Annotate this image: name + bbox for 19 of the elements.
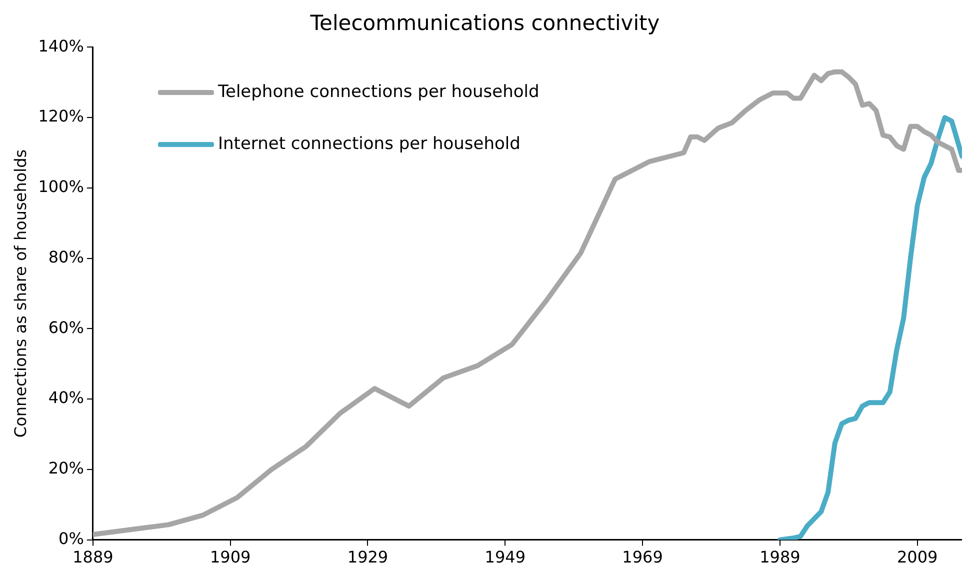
y-tick-label: 80% — [48, 247, 84, 266]
x-tick-label: 1969 — [622, 548, 663, 567]
y-tick-label: 60% — [48, 318, 84, 337]
y-tick-label: 100% — [38, 177, 84, 196]
y-tick-label: 140% — [38, 36, 84, 56]
legend-label: Internet connections per household — [218, 134, 520, 154]
y-tick-label: 0% — [58, 528, 84, 548]
x-tick-label: 1889 — [72, 548, 114, 567]
x-tick-label: 1909 — [210, 548, 251, 567]
x-tick-label: 2009 — [896, 548, 938, 567]
x-tick-label: 1989 — [760, 548, 800, 567]
legend-label: Telephone connections per household — [218, 82, 540, 102]
y-tick-label: 20% — [48, 458, 84, 478]
y-axis-title: Connections as share of households — [10, 149, 30, 438]
x-tick-label: 1929 — [347, 548, 388, 567]
y-tick-label: 120% — [38, 106, 84, 126]
x-tick-label: 1949 — [484, 548, 526, 567]
y-tick-label: 40% — [48, 388, 84, 408]
chart-title: Telecommunications connectivity — [309, 11, 660, 36]
